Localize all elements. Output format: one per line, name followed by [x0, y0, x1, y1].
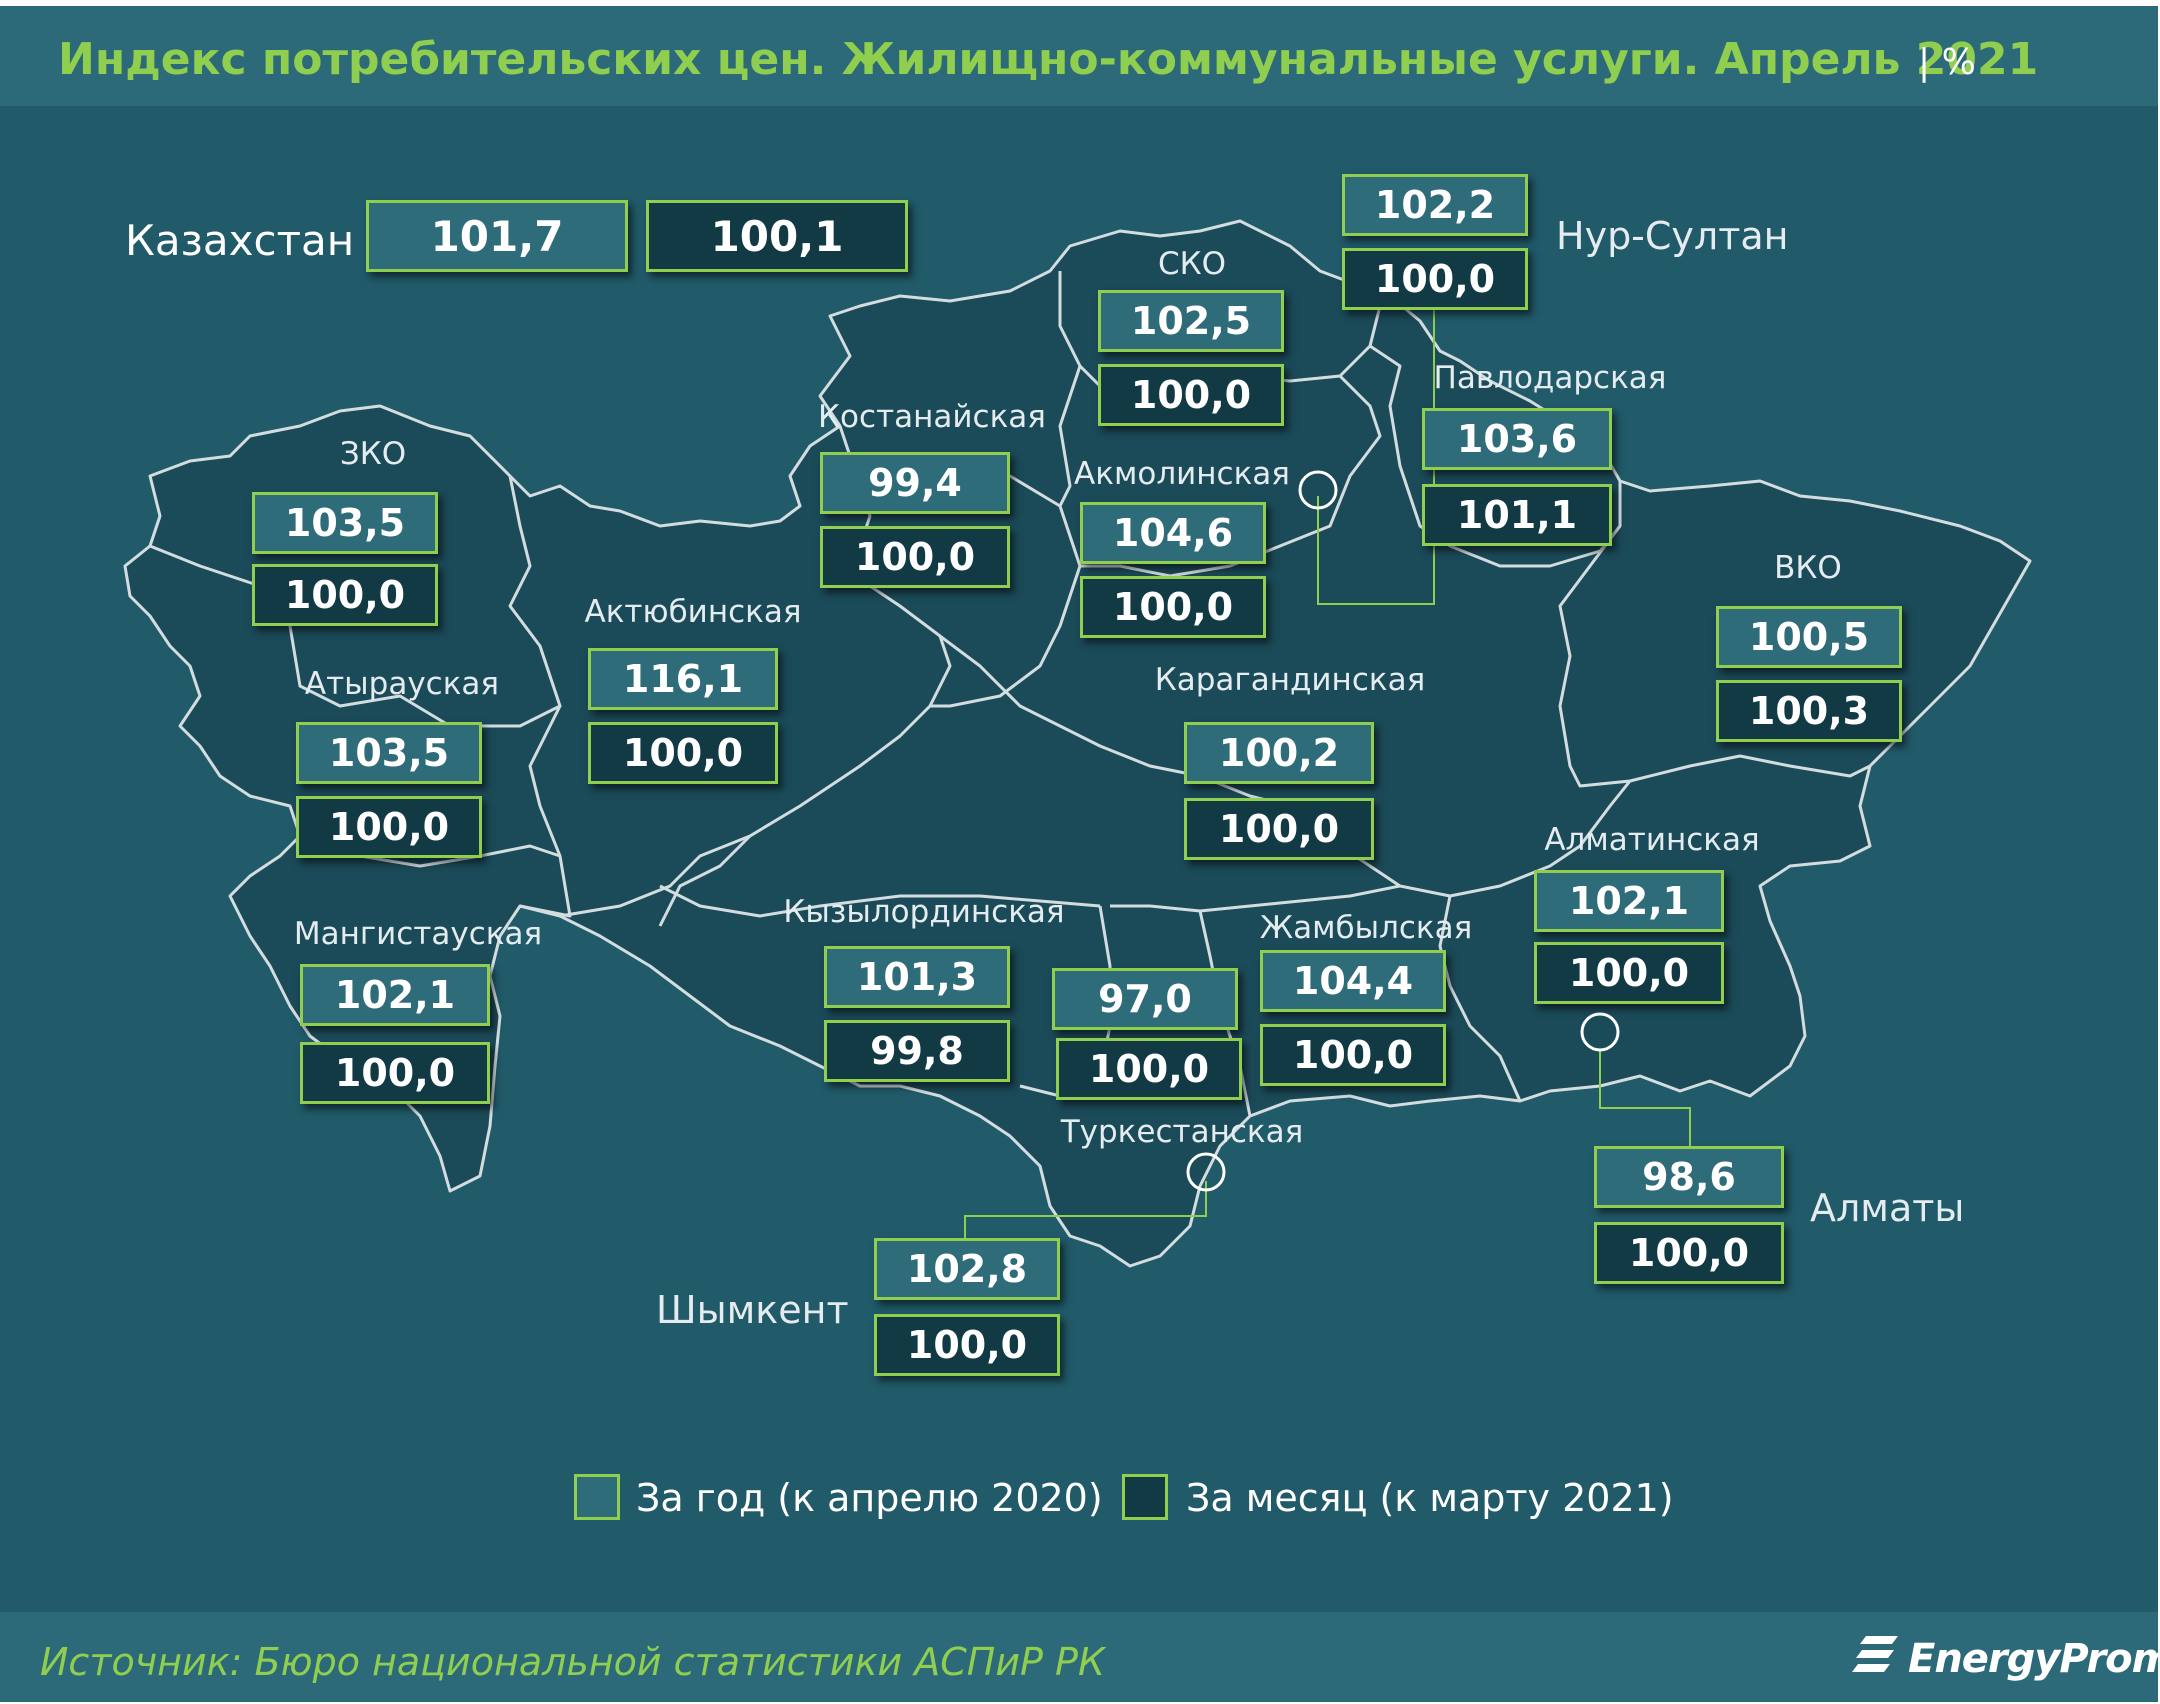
border-vko: [1558, 525, 1871, 788]
border-zhambyl: [1199, 884, 1401, 913]
infographic-frame: Индекс потребительских цен. Жилищно-комм…: [0, 6, 2160, 1702]
region-label-almaty-region: Алматинская: [1544, 822, 1760, 858]
region-year-karaganda: 100,2: [1184, 722, 1374, 784]
region-label-aktobe: Актюбинская: [584, 594, 802, 630]
legend-text-month: За месяц (к марту 2021): [1186, 1476, 1674, 1520]
region-year-zhambyl: 104,4: [1260, 950, 1446, 1012]
city-month-shymkent: 100,0: [874, 1314, 1060, 1376]
region-month-karaganda: 100,0: [1184, 798, 1374, 860]
region-month-turkestan: 100,0: [1056, 1038, 1242, 1100]
region-year-kyzylorda: 101,3: [824, 946, 1010, 1008]
city-year-nursultan: 102,2: [1342, 174, 1528, 236]
city-year-shymkent: 102,8: [874, 1238, 1060, 1300]
region-month-almaty-region: 100,0: [1534, 942, 1724, 1004]
border-akmola: [1058, 365, 1382, 578]
region-label-akmola: Акмолинская: [1074, 456, 1290, 492]
city-label-almaty: Алматы: [1810, 1186, 1965, 1230]
region-month-zhambyl: 100,0: [1260, 1024, 1446, 1086]
region-label-zhambyl: Жамбылская: [1259, 910, 1473, 946]
region-month-mangistau: 100,0: [300, 1042, 490, 1104]
region-month-kyzylorda: 99,8: [824, 1020, 1010, 1082]
brand-name: EnergyProm: [1908, 1636, 2160, 1682]
legend-swatch-month: [1122, 1474, 1168, 1520]
footer-bar: [0, 1612, 2158, 1702]
source-note: Источник: Бюро национальной статистики А…: [40, 1640, 1105, 1684]
region-year-almaty-region: 102,1: [1534, 870, 1724, 932]
region-year-kostanay: 99,4: [820, 452, 1010, 514]
legend-text-year: За год (к апрелю 2020): [636, 1476, 1103, 1520]
region-month-atyrau: 100,0: [296, 796, 482, 858]
region-month-pavlodar: 101,1: [1422, 484, 1612, 546]
region-year-atyrau: 103,5: [296, 722, 482, 784]
city-label-shymkent: Шымкент: [656, 1288, 849, 1332]
region-label-zko: ЗКО: [339, 436, 407, 472]
region-year-akmola: 104,6: [1080, 502, 1266, 564]
country-month-value: 100,1: [646, 200, 908, 272]
almaty-marker: [1580, 1012, 1620, 1052]
region-label-vko: ВКО: [1774, 550, 1842, 586]
region-year-sko: 102,5: [1098, 290, 1284, 352]
city-year-almaty: 98,6: [1594, 1146, 1784, 1208]
chart-title: Индекс потребительских цен. Жилищно-комм…: [58, 34, 2039, 85]
nursultan-marker: [1298, 470, 1338, 510]
shymkent-connector: [964, 1181, 1207, 1242]
region-year-pavlodar: 103,6: [1422, 408, 1612, 470]
region-month-zko: 100,0: [252, 564, 438, 626]
shymkent-marker: [1186, 1152, 1226, 1192]
region-year-zko: 103,5: [252, 492, 438, 554]
city-label-nursultan: Нур-Султан: [1556, 214, 1789, 258]
border-kyzyl-north: [659, 884, 1101, 918]
region-label-kostanay: Костанайская: [818, 399, 1046, 435]
legend-swatch-year: [574, 1474, 620, 1520]
city-month-nursultan: 100,0: [1342, 248, 1528, 310]
region-month-aktobe: 100,0: [588, 722, 778, 784]
unit-label: | %: [1918, 42, 1976, 83]
region-label-sko: СКО: [1157, 246, 1227, 282]
country-label: Казахстан: [125, 216, 355, 265]
region-label-kyzylorda: Кызылординская: [783, 894, 1065, 930]
kazakhstan-map: [123, 219, 2032, 1268]
border-almaty: [1438, 895, 1522, 1102]
region-label-atyrau: Атырауская: [304, 666, 500, 702]
region-label-karaganda: Карагандинская: [1154, 662, 1426, 698]
region-year-aktobe: 116,1: [588, 648, 778, 710]
region-year-turkestan: 97,0: [1052, 968, 1238, 1030]
region-year-vko: 100,5: [1716, 606, 1902, 668]
region-month-akmola: 100,0: [1080, 576, 1266, 638]
region-label-mangistau: Мангистауская: [293, 916, 543, 952]
almaty-connector: [1599, 1051, 1691, 1152]
country-year-value: 101,7: [366, 200, 628, 272]
region-month-vko: 100,3: [1716, 680, 1902, 742]
region-label-pavlodar: Павлодарская: [1433, 360, 1667, 396]
region-label-turkestan: Туркестанская: [1060, 1114, 1304, 1150]
region-year-mangistau: 102,1: [300, 964, 490, 1026]
region-month-kostanay: 100,0: [820, 526, 1010, 588]
energyprom-logo-icon: [1852, 1636, 1898, 1672]
city-month-almaty: 100,0: [1594, 1222, 1784, 1284]
region-month-sko: 100,0: [1098, 364, 1284, 426]
title-bar: [0, 6, 2158, 106]
